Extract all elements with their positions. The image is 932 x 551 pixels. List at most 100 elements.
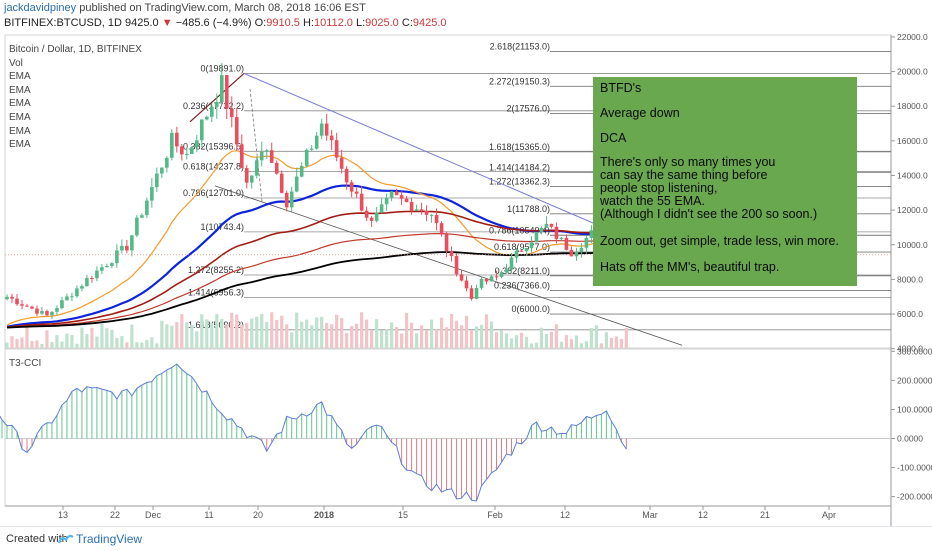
- annotation-note[interactable]: BTFD's Average down DCA There's only so …: [593, 77, 857, 286]
- legend-ema-4[interactable]: EMA: [9, 111, 31, 123]
- candle-body: [304, 149, 309, 166]
- volume-bar: [5, 342, 9, 348]
- candle-body: [274, 162, 279, 174]
- last-price: 9425.0: [125, 17, 159, 29]
- candle-body: [100, 267, 104, 271]
- candle-body: [409, 202, 414, 212]
- tradingview-link[interactable]: TradingView: [76, 532, 143, 546]
- volume-bar: [140, 342, 144, 348]
- volume-bar: [135, 342, 139, 348]
- candle-body: [384, 197, 389, 205]
- volume-bar: [115, 338, 119, 348]
- x-tick-label: 21: [760, 510, 770, 520]
- legend-vol[interactable]: Vol: [9, 57, 23, 69]
- note-line: BTFD's: [600, 81, 642, 95]
- author-link[interactable]: jackdavidpiney: [4, 2, 77, 14]
- candle-body: [449, 251, 454, 257]
- candle-body: [474, 287, 479, 299]
- volume-bar: [155, 343, 159, 348]
- cci-tick-label: -200.0000: [897, 492, 932, 502]
- candle-body: [579, 247, 584, 252]
- volume-bar: [290, 332, 294, 348]
- candle-body: [269, 150, 274, 163]
- created-with-text: Created with: [6, 533, 68, 545]
- x-tick-label: 13: [58, 510, 68, 520]
- candle-body: [414, 209, 419, 212]
- candle-body: [544, 223, 549, 228]
- candle-body: [309, 148, 314, 150]
- fib-label: 0.382(15396.5): [183, 141, 244, 151]
- legend-ema-3[interactable]: EMA: [9, 98, 31, 110]
- volume-bar: [504, 333, 509, 348]
- candle-body: [264, 150, 269, 152]
- x-tick-label: 12: [698, 510, 708, 520]
- high-label: H:: [302, 17, 314, 29]
- volume-bar: [235, 314, 239, 348]
- tradingview-logo-icon[interactable]: [57, 532, 74, 550]
- volume-bar: [489, 321, 494, 348]
- ohlc-low: L:9025.0: [356, 17, 399, 29]
- volume-bar: [315, 317, 319, 348]
- volume-bar: [439, 317, 444, 348]
- legend-title: Bitcoin / Dollar, 1D, BITFINEX: [9, 44, 142, 55]
- volume-bar: [464, 315, 469, 348]
- x-tick-label: 15: [398, 510, 408, 520]
- low-value: 9025.0: [365, 17, 399, 29]
- candle-body: [10, 296, 14, 299]
- volume-bar: [105, 328, 109, 348]
- candle-body: [5, 296, 9, 300]
- candles: [5, 63, 629, 320]
- legend-ema-1[interactable]: EMA: [9, 71, 31, 83]
- volume-bar: [449, 314, 454, 348]
- volume-bar: [100, 323, 104, 348]
- down-arrow-icon: ▼: [161, 17, 173, 29]
- volume-bar: [210, 323, 214, 348]
- volume-bar: [245, 323, 249, 348]
- volume-bar: [285, 324, 289, 348]
- candle-body: [195, 140, 199, 148]
- candle-body: [200, 119, 204, 141]
- legend-ema-6[interactable]: EMA: [9, 139, 31, 151]
- volume-bar: [360, 312, 364, 348]
- candle-body: [284, 192, 289, 208]
- candle-body: [394, 191, 399, 196]
- volume-bar: [469, 330, 474, 348]
- candle-body: [574, 251, 579, 257]
- candle-body: [564, 237, 569, 250]
- volume-bar: [424, 329, 429, 348]
- candle-body: [324, 123, 329, 136]
- publish-info: jackdavidpiney published on TradingView.…: [4, 2, 366, 14]
- volume-bar: [180, 314, 184, 348]
- volume-bar: [554, 324, 559, 348]
- volume-bar: [499, 330, 504, 348]
- candle-body: [135, 217, 139, 236]
- cci-line: [0, 363, 627, 502]
- y-tick-label: 4000.0: [897, 344, 923, 354]
- volume-bar: [165, 324, 169, 348]
- fib-label: 0.618(14237.8): [183, 161, 244, 171]
- ohlc-close: C:9425.0: [402, 17, 447, 29]
- candle-body: [374, 212, 379, 221]
- volume-bar: [559, 341, 564, 348]
- candle-body: [539, 227, 544, 233]
- volume-bar: [295, 312, 299, 348]
- legend-ema-2[interactable]: EMA: [9, 84, 31, 96]
- fib-label: 0.618(9577.0): [494, 242, 550, 252]
- legend-ema-5[interactable]: EMA: [9, 125, 31, 137]
- volume-bar: [170, 325, 174, 348]
- published-text: published on TradingView.com, March 08, …: [79, 2, 366, 14]
- x-tick-label: Apr: [822, 510, 836, 520]
- y-tick-label: 14000.0: [897, 170, 928, 180]
- volume-bar: [479, 324, 484, 348]
- candle-body: [294, 176, 299, 192]
- candle-body: [244, 168, 249, 183]
- cci-tick-label: 100.0000: [897, 404, 932, 414]
- volume-bar: [454, 320, 459, 348]
- volume-bar: [305, 319, 309, 348]
- candle-body: [140, 215, 144, 218]
- candle-body: [60, 300, 64, 309]
- candle-body: [110, 263, 114, 266]
- candle-body: [20, 304, 24, 306]
- price-chart[interactable]: 22000.0 20000.0 18000.0 16000.0 14000.0 12000…: [0, 0, 932, 526]
- candle-body: [484, 278, 489, 282]
